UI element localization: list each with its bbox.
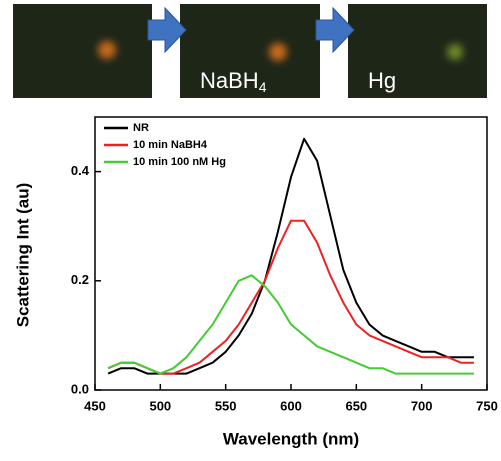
particle — [447, 44, 463, 60]
particle — [269, 43, 287, 61]
x-tick-label: 450 — [84, 398, 106, 413]
x-tick-label: 600 — [280, 398, 302, 413]
x-axis-label: Wavelength (nm) — [223, 429, 359, 448]
arrow — [315, 6, 355, 54]
image-panel — [348, 4, 487, 98]
series-line — [107, 137, 474, 375]
series-line — [107, 219, 474, 375]
legend-label: NR — [133, 122, 149, 134]
image-panel — [180, 4, 320, 98]
panel-label: Hg — [368, 68, 396, 93]
panel-label: NaBH4 — [200, 68, 267, 95]
y-axis-label: Scattering Int (au) — [13, 183, 32, 328]
x-tick-label: 550 — [215, 398, 237, 413]
y-tick-label: 0.4 — [71, 163, 90, 178]
x-tick-label: 750 — [476, 398, 498, 413]
legend-label: 10 min NaBH4 — [133, 139, 208, 151]
y-tick-label: 0.0 — [71, 381, 89, 396]
x-tick-label: 500 — [149, 398, 171, 413]
particle — [98, 41, 116, 59]
legend-label: 10 min 100 nM Hg — [133, 156, 226, 168]
x-tick-label: 700 — [411, 398, 433, 413]
series-line — [107, 274, 474, 375]
arrow — [147, 6, 187, 54]
y-tick-label: 0.2 — [71, 272, 89, 287]
x-tick-label: 650 — [345, 398, 367, 413]
image-panel — [13, 4, 152, 98]
plot-frame — [94, 116, 488, 391]
